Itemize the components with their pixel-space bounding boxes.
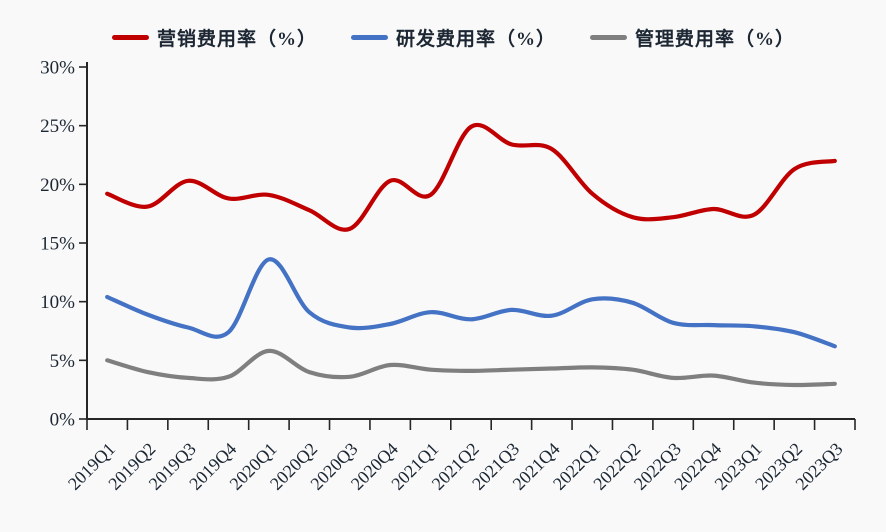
y-axis-label: 25% [40, 116, 75, 137]
y-axis-label: 30% [40, 58, 75, 79]
series-line-admin [105, 348, 837, 388]
legend-item-marketing: 营销费用率（%） [112, 24, 317, 51]
legend-label-marketing: 营销费用率（%） [157, 29, 318, 50]
legend-line-marketing-icon [112, 35, 149, 40]
y-axis-label: 15% [40, 234, 75, 255]
legend-label-rnd: 研发费用率（%） [396, 29, 557, 50]
y-axis-label: 10% [40, 292, 75, 313]
chart-legend: 营销费用率（%） 研发费用率（%） 管理费用率（%） [112, 24, 795, 51]
legend-line-admin-icon [590, 35, 628, 40]
series-line-marketing [105, 122, 837, 232]
legend-label-admin: 管理费用率（%） [635, 29, 796, 50]
series-line-rnd [105, 257, 837, 349]
y-axis-label: 20% [40, 175, 75, 196]
y-axis-label: 5% [50, 351, 76, 372]
y-axis-label: 0% [50, 410, 76, 431]
legend-item-admin: 管理费用率（%） [590, 24, 795, 51]
legend-line-rnd-icon [351, 35, 389, 40]
legend-item-rnd: 研发费用率（%） [351, 24, 556, 51]
